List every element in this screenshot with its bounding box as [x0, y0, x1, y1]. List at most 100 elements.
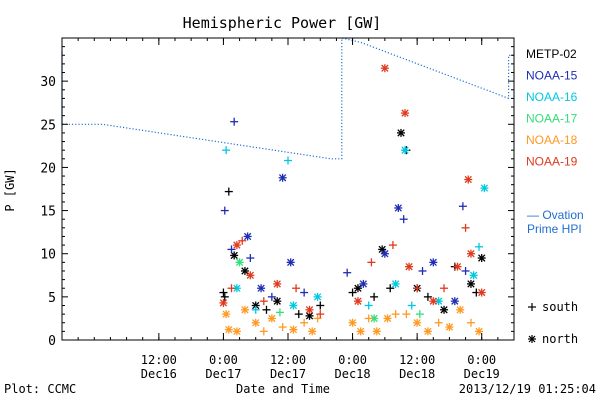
noaa-19-point — [461, 223, 470, 232]
symbol-south-glyph — [528, 303, 536, 311]
y-tick-label: 10 — [40, 248, 56, 263]
legend-noaa-15: NOAA-15 — [526, 69, 578, 83]
noaa-19-point — [316, 310, 325, 319]
noaa-15-point — [257, 284, 266, 293]
noaa-18-point — [372, 327, 381, 336]
noaa-15-point — [399, 215, 408, 224]
noaa-18-point — [402, 310, 411, 319]
noaa-17-point — [415, 310, 424, 319]
noaa-18-point — [259, 327, 268, 336]
ovation-legend-label-2: Prime HPI — [527, 222, 582, 236]
noaa-18-point — [413, 318, 422, 327]
noaa-18-point — [466, 318, 475, 327]
x-tick-label-date: Dec18 — [335, 367, 371, 381]
noaa-15-point — [418, 266, 427, 275]
noaa-18-point — [445, 323, 454, 332]
metp-02-point — [466, 279, 475, 288]
noaa-15-point — [343, 268, 352, 277]
noaa-19-point — [429, 297, 438, 306]
noaa-15-point — [227, 245, 236, 254]
y-tick-label: 0 — [48, 334, 56, 349]
noaa-18-point — [251, 318, 260, 327]
y-tick-label: 30 — [40, 75, 56, 90]
legend-noaa-16: NOAA-16 — [526, 90, 578, 104]
metp-02-point — [397, 128, 405, 137]
legend-noaa-19: NOAA-19 — [526, 155, 578, 169]
noaa-18-point — [224, 325, 233, 334]
noaa-18-point — [313, 314, 322, 323]
noaa-19-point — [401, 109, 410, 118]
noaa-16-point — [475, 242, 484, 251]
noaa-16-point — [469, 271, 478, 280]
chart-title: Hemispheric Power [GW] — [183, 14, 382, 32]
noaa-18-point — [232, 327, 241, 336]
metp-02-point — [353, 284, 362, 293]
ovation-prime-hpi-line — [61, 37, 514, 160]
plot-timestamp: 2013/12/19 01:25:04 — [459, 382, 596, 396]
x-tick-label-time: 0:00 — [209, 353, 238, 367]
noaa-15-point — [243, 232, 252, 241]
noaa-15-point — [461, 266, 470, 275]
x-tick-label-time: 12:00 — [141, 353, 177, 367]
noaa-18-point — [240, 305, 249, 314]
noaa-18-point — [356, 327, 365, 336]
symbol-south-label: south — [542, 300, 578, 314]
noaa-18-point — [222, 310, 231, 319]
noaa-18-point — [456, 305, 465, 314]
symbol-north-label: north — [542, 332, 578, 346]
metp-02-point — [370, 292, 379, 301]
noaa-16-point — [407, 301, 416, 310]
ovation-line-layer — [61, 37, 514, 160]
series-legend: METP-02 NOAA-15 NOAA-16 NOAA-17 NOAA-18 NOAA-… — [526, 47, 578, 169]
noaa-19-point — [219, 298, 228, 307]
y-tick-label: 20 — [40, 161, 56, 176]
x-tick-label-date: Dec17 — [205, 367, 241, 381]
noaa-18-point — [475, 327, 484, 336]
noaa-15-point — [450, 297, 459, 306]
noaa-16-point — [364, 301, 373, 310]
metp-02-point — [316, 301, 325, 310]
metp-02-point — [294, 310, 303, 319]
noaa-15-point — [394, 203, 403, 212]
noaa-19-point — [367, 258, 376, 267]
noaa-19-point — [259, 297, 268, 306]
y-axis: 0 5 10 15 20 25 30 — [40, 46, 514, 349]
legend-noaa-18: NOAA-18 — [526, 133, 578, 147]
noaa-15-point — [220, 206, 229, 215]
noaa-19-point — [380, 64, 389, 73]
noaa-19-point — [464, 175, 473, 184]
legend-noaa-17: NOAA-17 — [526, 112, 578, 126]
x-tick-label-date: Dec18 — [399, 367, 435, 381]
noaa-19-point — [305, 305, 314, 314]
noaa-18-point — [278, 323, 287, 332]
noaa-15-point — [230, 117, 239, 126]
noaa-15-point — [359, 279, 368, 288]
metp-02-point — [273, 297, 282, 306]
noaa-15-point — [267, 292, 276, 301]
data-points-layer — [219, 64, 489, 336]
x-tick-label-time: 0:00 — [467, 353, 496, 367]
x-tick-label-time: 12:00 — [270, 353, 306, 367]
noaa-15-point — [286, 258, 295, 267]
noaa-19-point — [440, 284, 449, 293]
metp-02-point — [477, 254, 486, 263]
x-axis-label: Date and Time — [236, 382, 330, 396]
noaa-18-point — [434, 318, 443, 327]
symbol-north-glyph — [528, 335, 536, 343]
noaa-18-point — [300, 318, 309, 327]
metp-02-point — [386, 284, 395, 293]
noaa-15-point — [246, 254, 255, 263]
noaa-18-point — [423, 327, 432, 336]
noaa-16-point — [313, 292, 322, 301]
plot-area — [61, 37, 515, 341]
x-axis: 12:00Dec160:00Dec1712:00Dec170:00Dec1812… — [61, 38, 515, 381]
noaa-19-point — [227, 284, 236, 293]
noaa-19-point — [353, 297, 362, 306]
noaa-19-point — [453, 262, 462, 271]
x-tick-label-date: Dec16 — [141, 367, 177, 381]
x-tick-label-time: 12:00 — [399, 353, 435, 367]
metp-02-point — [240, 266, 249, 275]
metp-02-point — [348, 288, 357, 297]
y-tick-label: 5 — [48, 291, 56, 306]
